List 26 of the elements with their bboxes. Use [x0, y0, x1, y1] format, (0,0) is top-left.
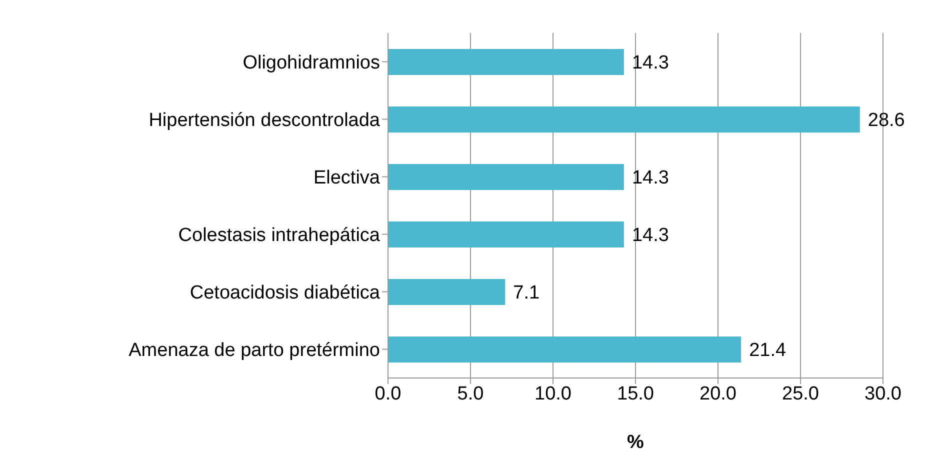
- bar: [388, 49, 624, 75]
- x-tick-label: 20.0: [700, 383, 736, 404]
- data-label: 14.3: [632, 52, 669, 74]
- y-tick-label: Colestasis intrahepática: [178, 224, 380, 246]
- x-tick-label: 10.0: [534, 383, 572, 404]
- data-label: 14.3: [632, 168, 669, 189]
- x-tick-label: 25.0: [782, 383, 819, 404]
- y-tick-label: Amenaza de parto pretérmino: [128, 340, 380, 361]
- y-tick-label: Oligohidramnios: [242, 52, 380, 74]
- x-tick-label: 15.0: [617, 383, 654, 404]
- y-tick-label: Electiva: [313, 167, 380, 188]
- bar: [388, 279, 506, 305]
- bar: [388, 164, 624, 190]
- x-tick-label: 0.0: [374, 383, 402, 404]
- bar: [388, 106, 860, 132]
- x-tick-label: 30.0: [864, 383, 902, 404]
- y-tick-label: Cetoacidosis diabética: [190, 282, 380, 304]
- x-axis-title: %: [627, 432, 644, 453]
- data-label: 28.6: [868, 110, 905, 132]
- x-tick-label: 5.0: [457, 383, 484, 404]
- bar: [388, 336, 742, 362]
- data-label: 14.3: [632, 225, 669, 246]
- data-label: 7.1: [513, 282, 540, 304]
- bar: [388, 222, 624, 248]
- data-label: 21.4: [749, 340, 787, 362]
- y-tick-label: Hipertensión descontrolada: [148, 110, 380, 131]
